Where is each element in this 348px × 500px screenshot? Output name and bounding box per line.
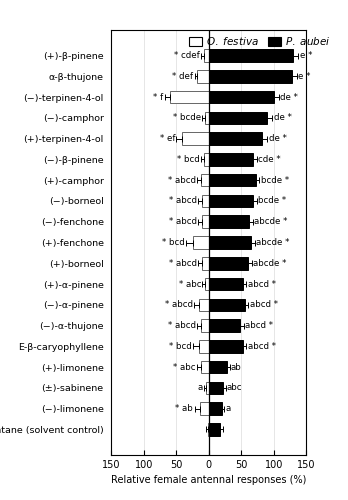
Text: * ab: * ab xyxy=(175,404,193,413)
Text: * def: * def xyxy=(172,72,193,81)
Bar xyxy=(209,153,253,166)
Bar xyxy=(202,194,209,207)
Bar xyxy=(209,382,223,394)
Text: * abcd: * abcd xyxy=(169,196,197,205)
Bar xyxy=(209,216,249,228)
Text: abcd *: abcd * xyxy=(248,280,276,288)
Bar xyxy=(209,50,293,62)
Text: * abcd: * abcd xyxy=(168,321,196,330)
Bar xyxy=(209,423,221,436)
Text: ab: ab xyxy=(231,362,242,372)
Text: * ef: * ef xyxy=(159,134,175,143)
Text: de *: de * xyxy=(274,114,292,122)
Text: * bcd: * bcd xyxy=(162,238,185,247)
Bar xyxy=(182,132,209,145)
Text: e *: e * xyxy=(300,51,312,60)
Text: abc: abc xyxy=(227,384,243,392)
Text: * abcd: * abcd xyxy=(169,259,197,268)
Bar xyxy=(200,402,209,415)
Bar xyxy=(209,340,243,352)
Bar xyxy=(209,298,245,311)
Bar xyxy=(207,423,209,436)
Text: abcd *: abcd * xyxy=(248,342,276,351)
Text: * f: * f xyxy=(153,92,163,102)
Bar xyxy=(209,174,255,186)
Bar xyxy=(199,340,209,352)
Text: abcde *: abcde * xyxy=(254,217,288,226)
Bar xyxy=(209,278,243,290)
Bar xyxy=(201,320,209,332)
Bar xyxy=(201,174,209,186)
Text: abcde *: abcde * xyxy=(253,259,286,268)
Text: bcde *: bcde * xyxy=(258,196,286,205)
Text: abcd *: abcd * xyxy=(245,321,273,330)
Text: de *: de * xyxy=(280,92,298,102)
Bar xyxy=(204,153,209,166)
Bar xyxy=(209,112,267,124)
Text: a: a xyxy=(198,384,203,392)
Bar xyxy=(209,257,248,270)
Text: * cdef: * cdef xyxy=(174,51,200,60)
Text: * abcd: * abcd xyxy=(168,176,196,184)
Bar xyxy=(209,361,227,374)
Bar xyxy=(209,402,222,415)
Bar xyxy=(206,382,209,394)
Text: cde *: cde * xyxy=(258,155,281,164)
Text: * abc: * abc xyxy=(179,280,201,288)
Bar xyxy=(204,50,209,62)
Bar xyxy=(192,236,209,248)
Bar xyxy=(209,236,251,248)
Bar xyxy=(209,194,253,207)
Bar xyxy=(205,112,209,124)
Text: * bcd: * bcd xyxy=(168,342,191,351)
Bar xyxy=(170,91,209,104)
Text: a: a xyxy=(226,404,231,413)
Bar xyxy=(209,70,292,82)
Text: * bcde: * bcde xyxy=(173,114,201,122)
Text: * abc: * abc xyxy=(173,362,196,372)
X-axis label: Relative female antennal responses (%): Relative female antennal responses (%) xyxy=(111,476,307,486)
Text: e *: e * xyxy=(299,72,311,81)
Text: abcd *: abcd * xyxy=(250,300,278,310)
Bar xyxy=(201,361,209,374)
Bar xyxy=(202,257,209,270)
Bar xyxy=(209,91,274,104)
Text: * abcd: * abcd xyxy=(169,217,197,226)
Bar xyxy=(205,278,209,290)
Text: * bcd: * bcd xyxy=(177,155,200,164)
Bar xyxy=(202,216,209,228)
Bar xyxy=(197,70,209,82)
Legend: $\it{O.}$ $\it{festiva}$, $\it{P.}$ $\it{aubei}$: $\it{O.}$ $\it{festiva}$, $\it{P.}$ $\it… xyxy=(189,35,331,47)
Bar xyxy=(209,132,262,145)
Text: * abcd: * abcd xyxy=(165,300,192,310)
Text: bcde *: bcde * xyxy=(261,176,289,184)
Text: abcde *: abcde * xyxy=(256,238,290,247)
Text: de *: de * xyxy=(269,134,286,143)
Bar xyxy=(199,298,209,311)
Bar xyxy=(209,320,240,332)
